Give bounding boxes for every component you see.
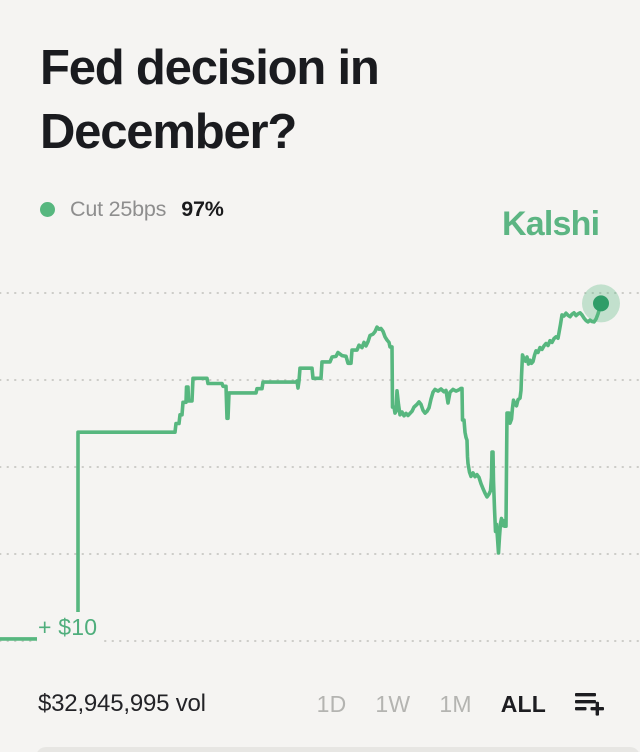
- page-title: Fed decision in December?: [40, 36, 380, 164]
- volume-text: $32,945,995 vol: [38, 690, 206, 717]
- range-button-1w[interactable]: 1W: [375, 690, 411, 717]
- playlist-add-icon[interactable]: [575, 692, 604, 717]
- series-dot-icon: [40, 201, 55, 217]
- range-button-all[interactable]: ALL: [500, 690, 546, 717]
- series-value: 97%: [181, 196, 224, 221]
- legend: Cut 25bps 97%: [40, 196, 224, 222]
- page-title-line1: Fed decision in: [40, 41, 380, 95]
- kalshi-logo: Kalshi: [502, 205, 600, 243]
- price-line: [0, 301, 603, 641]
- page-title-line2: December?: [40, 105, 297, 159]
- footer-bar: $32,945,995 vol 1D 1W 1M ALL: [38, 690, 604, 718]
- current-price-dot: [593, 295, 609, 312]
- range-selector: 1D 1W 1M ALL: [317, 691, 604, 718]
- next-card-edge: [36, 747, 640, 752]
- range-button-1d[interactable]: 1D: [316, 690, 347, 717]
- range-button-1m[interactable]: 1M: [439, 690, 472, 717]
- gain-annotation: + $10: [37, 612, 102, 642]
- series-label: Cut 25bps: [70, 196, 167, 221]
